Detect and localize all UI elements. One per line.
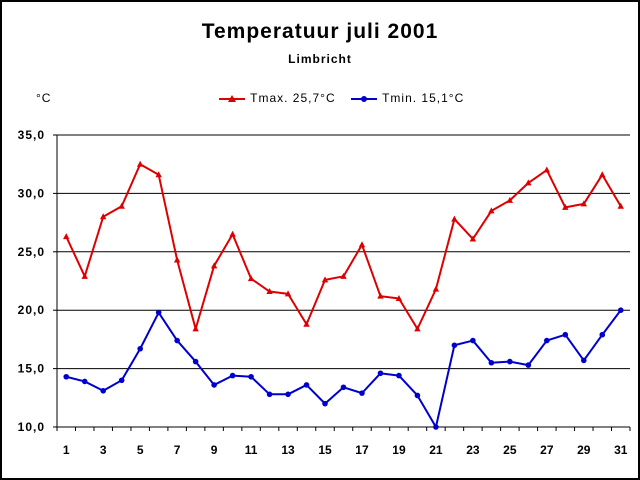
marker-tmin-day-6 — [155, 309, 162, 316]
marker-tmax-day-30 — [599, 171, 606, 178]
y-axis-unit-label: °C — [36, 91, 52, 105]
marker-tmin-day-12 — [266, 391, 273, 398]
x-tick-label-7: 15 — [318, 443, 332, 457]
marker-tmin-day-29 — [580, 357, 587, 364]
marker-tmin-day-11 — [248, 373, 254, 380]
marker-tmax-day-27 — [543, 166, 551, 173]
legend-label-tmax: Tmax. 25,7°C — [250, 91, 336, 105]
marker-tmax-day-20 — [414, 325, 421, 332]
series-line-tmax — [65, 163, 622, 330]
legend: Tmax. 25,7°C Tmin. 15,1°C — [218, 91, 474, 105]
chart-title: Temperatuur juli 2001 — [201, 20, 439, 43]
x-tick-label-13: 27 — [540, 443, 554, 457]
legend-label-tmin: Tmin. 15,1°C — [382, 91, 465, 105]
marker-tmin-day-8 — [192, 358, 199, 365]
marker-tmax-day-18 — [377, 292, 384, 299]
x-tick-label-8: 17 — [355, 443, 369, 457]
x-tick-label-1: 3 — [100, 443, 107, 457]
y-tick-label-4: 30,0 — [18, 186, 45, 200]
x-tick-label-3: 7 — [174, 443, 181, 457]
marker-tmax-day-26 — [525, 179, 532, 186]
marker-tmax-day-11 — [247, 275, 255, 282]
marker-tmin-day-15 — [322, 400, 328, 407]
marker-tmax-day-8 — [192, 325, 199, 332]
marker-tmax-day-29 — [580, 200, 587, 207]
marker-tmin-day-21 — [433, 424, 439, 430]
marker-tmin-day-18 — [377, 370, 384, 377]
x-tick-label-2: 5 — [137, 443, 144, 457]
marker-tmin-day-31 — [617, 307, 624, 314]
y-tick-label-3: 25,0 — [18, 245, 45, 259]
marker-tmin-day-9 — [211, 382, 217, 388]
marker-tmin-day-13 — [285, 391, 291, 398]
marker-tmax-day-9 — [210, 262, 218, 269]
legend-item-tmin: Tmin. 15,1°C — [350, 91, 464, 105]
marker-tmin-day-19 — [396, 372, 402, 379]
marker-tmin-day-16 — [340, 384, 347, 391]
x-tick-label-14: 29 — [577, 443, 591, 457]
x-tick-label-4: 9 — [211, 443, 218, 457]
marker-tmax-day-12 — [266, 288, 273, 295]
marker-tmin-day-25 — [507, 358, 513, 365]
x-tick-label-12: 25 — [503, 443, 517, 457]
marker-tmax-day-3 — [100, 213, 107, 220]
marker-tmax-day-5 — [136, 160, 144, 167]
marker-tmin-day-20 — [414, 392, 421, 399]
x-tick-label-5: 11 — [245, 443, 258, 457]
marker-tmax-day-19 — [395, 295, 403, 302]
marker-tmax-day-14 — [303, 320, 310, 327]
marker-tmax-day-21 — [432, 285, 440, 292]
x-tick-label-10: 21 — [429, 443, 443, 457]
marker-tmax-day-23 — [469, 235, 477, 242]
marker-tmin-day-22 — [451, 342, 458, 349]
marker-tmax-day-25 — [506, 196, 514, 203]
marker-tmin-day-17 — [359, 390, 365, 396]
chart-subtitle: Limbricht — [288, 52, 352, 66]
marker-tmin-day-3 — [100, 387, 107, 394]
x-tick-label-0: 1 — [63, 443, 70, 457]
x-tick-label-11: 23 — [466, 443, 480, 457]
marker-tmax-day-10 — [229, 230, 236, 237]
marker-tmin-day-14 — [303, 382, 310, 388]
marker-tmax-day-17 — [358, 241, 366, 248]
marker-tmax-day-13 — [284, 290, 292, 297]
marker-tmax-day-31 — [617, 202, 624, 209]
marker-tmax-day-6 — [155, 171, 162, 178]
y-tick-label-5: 35,0 — [18, 128, 45, 142]
marker-tmin-day-4 — [118, 377, 125, 384]
marker-tmax-day-1 — [63, 233, 70, 240]
y-tick-label-0: 10,0 — [18, 420, 45, 434]
marker-tmin-day-10 — [229, 372, 236, 379]
marker-tmin-day-23 — [470, 337, 476, 344]
marker-tmax-day-2 — [81, 272, 88, 279]
marker-tmin-day-2 — [81, 378, 88, 385]
marker-tmin-day-27 — [544, 337, 550, 344]
x-tick-label-9: 19 — [392, 443, 406, 457]
y-tick-label-1: 15,0 — [18, 362, 45, 376]
legend-tmin-line-icon — [350, 95, 377, 102]
marker-tmin-day-28 — [562, 331, 569, 338]
marker-tmax-day-24 — [488, 207, 495, 214]
marker-tmax-day-7 — [173, 256, 181, 263]
marker-tmax-day-15 — [321, 276, 329, 283]
marker-tmax-day-22 — [451, 215, 458, 222]
x-tick-label-6: 13 — [281, 443, 295, 457]
legend-item-tmax: Tmax. 25,7°C — [218, 91, 336, 105]
marker-tmax-day-4 — [118, 202, 125, 209]
marker-tmin-day-24 — [488, 359, 495, 366]
legend-tmax-line-icon — [219, 94, 245, 102]
y-tick-label-2: 20,0 — [18, 303, 45, 317]
marker-tmin-day-26 — [525, 362, 532, 368]
marker-tmax-day-28 — [562, 203, 569, 210]
marker-tmax-day-16 — [340, 272, 347, 279]
x-tick-label-15: 31 — [614, 443, 628, 457]
marker-tmin-day-7 — [174, 337, 180, 344]
marker-tmin-day-5 — [137, 345, 143, 352]
marker-tmin-day-30 — [599, 331, 606, 338]
marker-tmin-day-1 — [63, 373, 70, 380]
